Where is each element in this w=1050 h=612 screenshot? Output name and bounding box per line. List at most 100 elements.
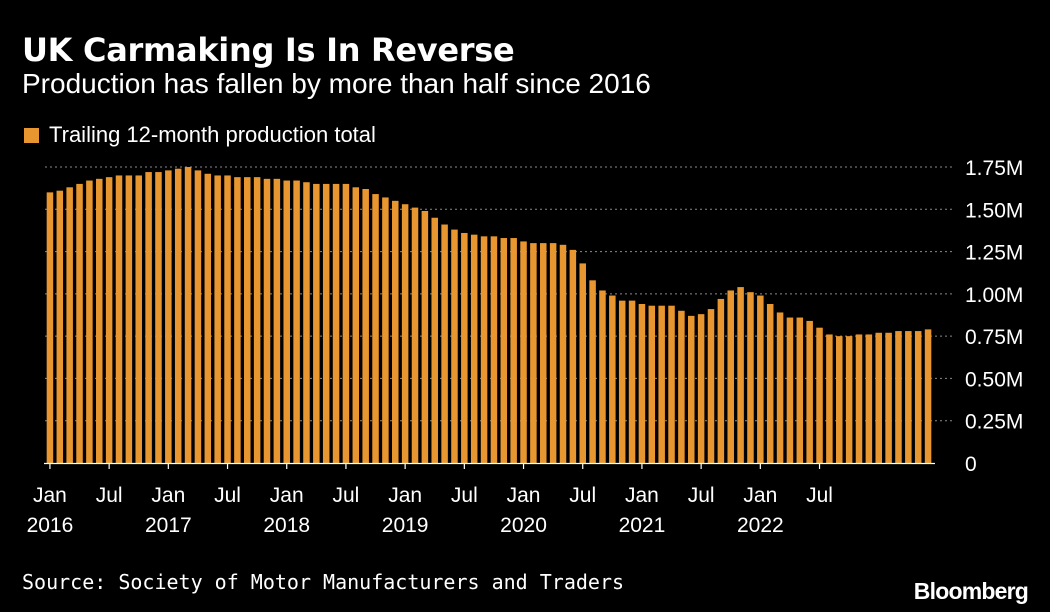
bar <box>362 188 369 463</box>
x-tick-month: Jul <box>451 484 478 507</box>
bar <box>105 177 113 464</box>
y-tick-label: 1.50M <box>965 199 1023 222</box>
bar <box>372 194 379 463</box>
y-axis: 0 0.25M 0.50M 0.75M 1.00M 1.25M 1.50M 1.75M <box>965 157 1023 476</box>
x-tick-month: Jul <box>569 484 596 507</box>
bar <box>96 178 103 463</box>
bar <box>697 314 705 463</box>
x-tick-month: Jul <box>688 484 715 507</box>
bar <box>125 175 133 463</box>
bar <box>273 178 281 463</box>
bar <box>194 170 202 463</box>
y-tick-label: 0 <box>965 453 977 476</box>
y-tick-label: 0.50M <box>965 368 1023 391</box>
brand-logo: Bloomberg <box>913 578 1029 604</box>
bar <box>806 320 813 463</box>
bar <box>204 173 212 463</box>
bar <box>845 336 853 463</box>
bars <box>46 167 932 464</box>
x-tick-month: Jan <box>507 484 541 507</box>
bar <box>253 177 261 464</box>
bar <box>244 177 251 464</box>
bar <box>322 183 330 463</box>
x-axis: Jan 2016 Jul Jan 2017 Jul Jan 2018 Jul Jan 2019 Jul… <box>27 462 935 537</box>
bar <box>293 180 300 463</box>
bar <box>66 187 73 463</box>
y-tick-label: 1.25M <box>965 242 1023 265</box>
bar <box>707 309 715 463</box>
bar <box>500 238 508 463</box>
bar <box>451 229 458 463</box>
bar <box>155 172 162 463</box>
bar <box>431 217 438 463</box>
bar <box>668 305 675 463</box>
bar <box>569 249 577 463</box>
bar <box>313 183 320 463</box>
bar <box>510 238 517 463</box>
legend: Trailing 12-month production total <box>24 122 376 148</box>
bar <box>392 200 399 464</box>
bar <box>540 243 547 463</box>
chart-title: UK Carmaking Is In Reverse <box>22 31 515 69</box>
bar <box>875 332 882 463</box>
bar <box>826 334 833 463</box>
bar <box>924 329 932 463</box>
bar <box>342 183 350 463</box>
bar <box>263 178 271 463</box>
y-tick-label: 0.25M <box>965 411 1023 434</box>
bar <box>303 182 310 464</box>
legend-label: Trailing 12-month production total <box>49 122 376 147</box>
bar <box>283 180 290 463</box>
bar <box>816 327 823 463</box>
bar <box>717 298 725 463</box>
bar <box>470 234 478 463</box>
bar <box>737 287 744 463</box>
bar <box>165 170 172 463</box>
y-tick-label: 1.75M <box>965 157 1023 180</box>
bar <box>914 331 922 463</box>
bar <box>46 192 54 463</box>
bar <box>480 236 488 463</box>
x-tick-month: Jul <box>333 484 360 507</box>
bar <box>599 290 606 463</box>
bar <box>609 295 616 463</box>
source-note: Source: Society of Motor Manufacturers a… <box>22 570 625 594</box>
x-tick-year: 2020 <box>500 514 547 537</box>
bar <box>214 175 221 463</box>
bar <box>86 180 93 463</box>
bar <box>688 315 695 463</box>
bar <box>145 172 152 463</box>
x-tick-month: Jan <box>33 484 67 507</box>
bar <box>895 331 902 463</box>
bar <box>56 190 64 463</box>
x-tick-month: Jan <box>270 484 304 507</box>
x-tick-year: 2016 <box>27 514 74 537</box>
bar <box>855 334 863 463</box>
bar <box>618 300 626 463</box>
bar <box>559 244 567 463</box>
x-tick-month: Jan <box>388 484 422 507</box>
bar <box>885 332 892 463</box>
x-tick-year: 2021 <box>619 514 666 537</box>
bar <box>411 207 419 463</box>
y-tick-label: 0.75M <box>965 326 1023 349</box>
bar <box>461 232 468 463</box>
bar <box>530 243 537 463</box>
x-tick-month: Jul <box>806 484 833 507</box>
bar <box>332 183 340 463</box>
bar <box>135 175 142 463</box>
bar <box>421 210 429 463</box>
bar <box>727 290 734 463</box>
x-tick-year: 2018 <box>263 514 310 537</box>
bar <box>490 236 498 463</box>
bar <box>549 243 557 463</box>
bar <box>115 175 123 463</box>
bar <box>184 167 192 463</box>
x-tick-month: Jan <box>743 484 777 507</box>
x-tick-year: 2022 <box>737 514 784 537</box>
chart-subtitle: Production has fallen by more than half … <box>22 68 651 99</box>
bar <box>401 204 409 463</box>
x-tick-month: Jul <box>96 484 123 507</box>
bar <box>520 241 527 463</box>
bar <box>382 197 389 463</box>
